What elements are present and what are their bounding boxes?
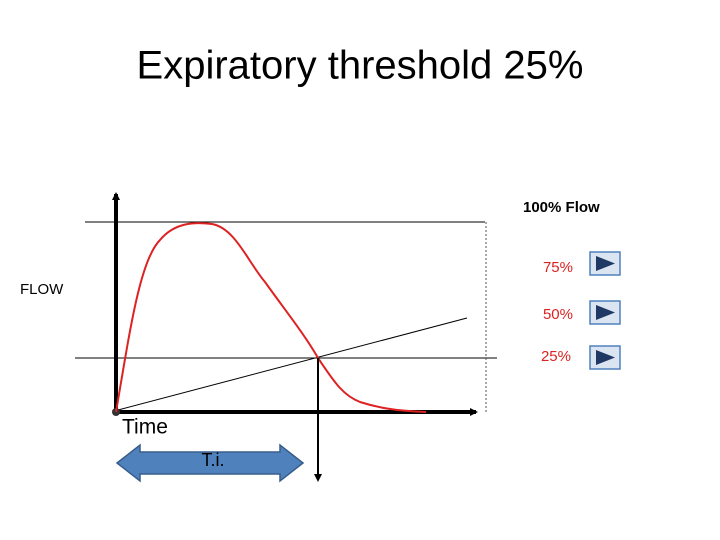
button-label: 25% [541,348,571,365]
full-flow-label: 100% Flow [523,199,600,216]
y-axis-label: FLOW [20,281,64,298]
play-button[interactable] [589,345,621,370]
ti-arrow [115,443,305,483]
button-label: 50% [543,306,573,323]
title: Expiratory threshold 25% [137,44,584,88]
ti-label: T.i. [201,450,224,470]
flow-curve [115,222,427,413]
diagonal-line [117,317,468,411]
play-button[interactable] [589,251,621,276]
x-axis-label: Time [122,416,168,439]
button-label: 75% [543,259,573,276]
play-button[interactable] [589,300,621,325]
